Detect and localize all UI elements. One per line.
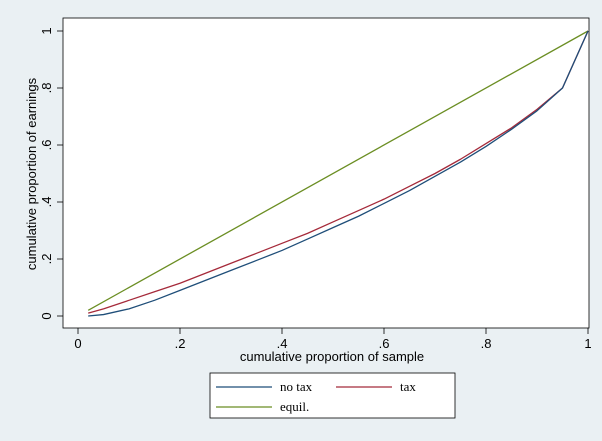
x-axis: 0 .2 .4 .6 .8 1 [74,328,592,351]
legend: no tax tax equil. [209,372,456,419]
y-axis: 0 .2 .4 .6 .8 1 [39,27,63,320]
y-tick-label: 0 [39,312,54,319]
x-tick-label: .4 [277,336,288,351]
series-line-no-tax [88,30,589,317]
y-axis-label: cumulative proportion of earnings [24,77,39,270]
x-tick-label: 0 [74,336,81,351]
legend-label: no tax [280,379,313,394]
y-tick-label: .6 [39,140,54,151]
plot-area [62,17,590,329]
x-tick-label: .8 [481,336,492,351]
series-line-equil [87,30,589,311]
series-line-tax [88,30,589,314]
y-tick-label: .8 [39,83,54,94]
x-axis-label: cumulative proportion of sample [240,349,424,364]
legend-box [209,372,456,419]
x-tick-label: .6 [379,336,390,351]
y-tick-label: .4 [39,197,54,208]
legend-label: equil. [280,399,309,414]
x-tick-label: .2 [175,336,186,351]
legend-items: no tax tax equil. [216,379,416,414]
series-layer [87,30,589,317]
y-tick-label: .2 [39,254,54,265]
legend-label: tax [400,379,416,394]
y-tick-label: 1 [39,27,54,34]
x-tick-label: 1 [584,336,591,351]
